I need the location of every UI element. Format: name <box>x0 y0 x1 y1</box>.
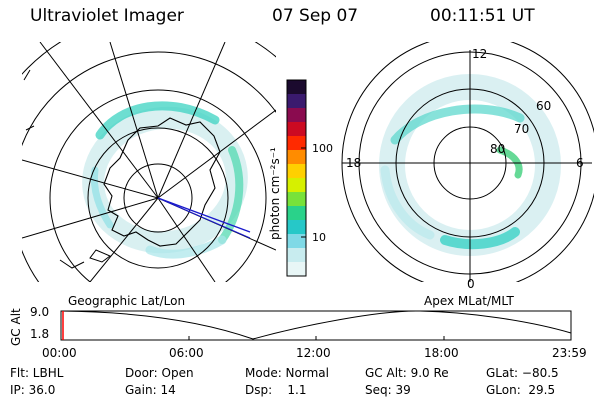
mag-graticule <box>341 42 594 282</box>
instrument-title: Ultraviolet Imager <box>30 6 184 26</box>
colorbar-unit-label: photon cm⁻²s⁻¹ <box>268 147 282 240</box>
altitude-xtick-1200: 12:00 <box>296 346 331 360</box>
door-status: Door: Open <box>125 366 194 380</box>
altitude-xtick-0600: 06:00 <box>169 346 204 360</box>
mode-value: Mode: Normal <box>245 366 329 380</box>
geo-coastline <box>103 117 221 247</box>
geo-map <box>22 42 276 282</box>
altitude-ytick-9: 9.0 <box>30 305 50 319</box>
mlat-label-80: 80 <box>490 142 505 156</box>
geo-latitude-value: GLat: −80.5 <box>486 366 559 380</box>
mlt-label-18: 18 <box>346 156 361 170</box>
altitude-plot: GC Alt <box>9 308 572 346</box>
colorbar-tick-10: 10 <box>312 231 326 244</box>
mlt-label-0: 0 <box>467 277 475 291</box>
geo-longitude-value: GLon: 29.5 <box>486 383 556 397</box>
dsp-value: Dsp: 1.1 <box>245 383 307 397</box>
header-date: 07 Sep 07 <box>272 6 359 26</box>
altitude-ylabel: GC Alt <box>9 308 23 346</box>
colorbar-cell <box>287 94 306 109</box>
gc-altitude-value: GC Alt: 9.0 Re <box>365 366 449 380</box>
mag-map-caption: Apex MLat/MLT <box>424 294 514 308</box>
geo-map-caption: Geographic Lat/Lon <box>68 294 186 308</box>
colorbar-cell <box>287 80 306 95</box>
mag-aurora-oval <box>379 74 561 256</box>
colorbar-cell <box>287 136 306 151</box>
colorbar-cell <box>287 220 306 235</box>
filter-value: Flt: LBHL <box>10 366 64 380</box>
colorbar-cell <box>287 192 306 207</box>
colorbar: 100 10 photon cm⁻²s⁻¹ <box>268 79 333 277</box>
colorbar-cell <box>287 206 306 221</box>
mlt-label-12: 12 <box>472 47 487 61</box>
ip-value: IP: 36.0 <box>10 383 56 397</box>
colorbar-tick-100: 100 <box>312 142 333 155</box>
colorbar-cell <box>287 234 306 249</box>
mlat-label-70: 70 <box>514 122 529 136</box>
mlat-label-60: 60 <box>536 99 551 113</box>
altitude-xtick-1800: 18:00 <box>424 346 459 360</box>
colorbar-cell <box>287 248 306 263</box>
mag-grid-labels: 12 18 6 0 60 70 80 <box>346 47 584 291</box>
altitude-xtick-0000: 00:00 <box>42 346 77 360</box>
header-time: 00:11:51 UT <box>430 6 535 26</box>
gain-value: Gain: 14 <box>125 383 176 397</box>
colorbar-cell <box>287 108 306 123</box>
altitude-xtick-2359: 23:59 <box>552 346 587 360</box>
mag-map <box>341 42 594 282</box>
sequence-value: Seq: 39 <box>365 383 411 397</box>
colorbar-cell <box>287 262 306 277</box>
colorbar-cell <box>287 164 306 179</box>
colorbar-cell <box>287 178 306 193</box>
mlt-label-6: 6 <box>576 156 584 170</box>
colorbar-cell <box>287 150 306 165</box>
geo-aurora-oval <box>82 101 248 259</box>
altitude-ytick-1-8: 1.8 <box>30 327 50 341</box>
colorbar-cell <box>287 122 306 137</box>
altitude-curve <box>60 310 572 340</box>
